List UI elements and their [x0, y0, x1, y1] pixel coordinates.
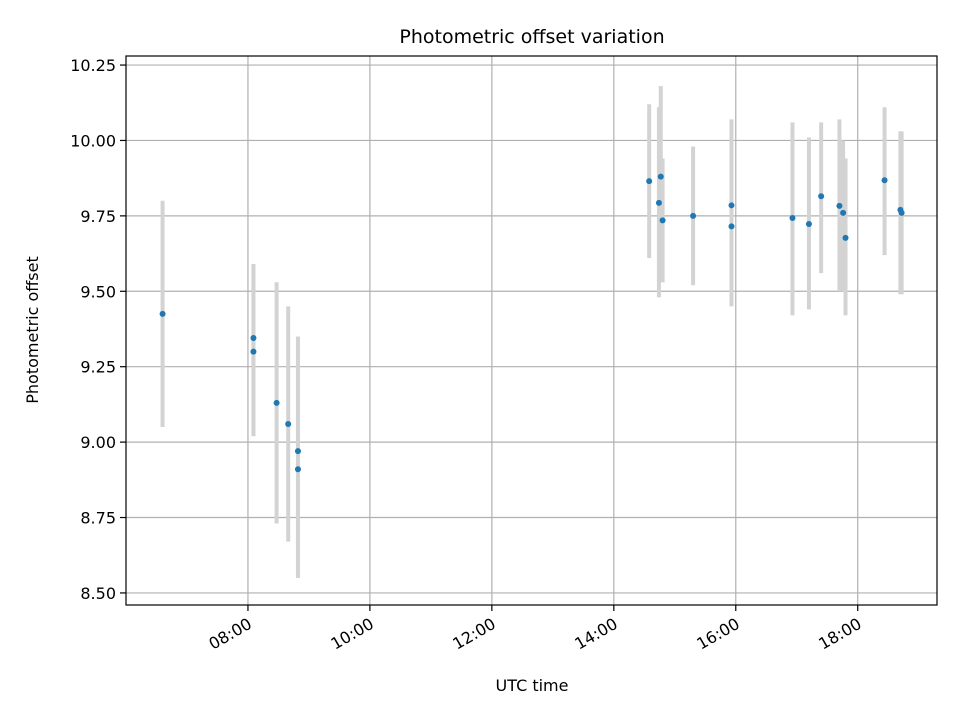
y-tick-label: 10.25 [70, 56, 116, 75]
data-point [646, 178, 653, 185]
y-tick-label: 10.00 [70, 131, 116, 150]
data-point [690, 212, 697, 219]
data-point [842, 234, 849, 241]
y-tick-label: 8.75 [80, 509, 116, 528]
chart-title: Photometric offset variation [399, 26, 664, 48]
data-point [728, 223, 735, 230]
data-point [881, 177, 888, 184]
data-points [159, 173, 905, 473]
y-axis-ticks: 8.50 8.75 9.00 9.25 9.50 9.75 10.00 10.25 [70, 56, 126, 603]
data-point [898, 209, 905, 216]
plot-frame [125, 55, 938, 606]
data-point [818, 193, 825, 200]
data-point [285, 421, 292, 428]
data-point [657, 173, 664, 180]
data-point [273, 399, 280, 406]
data-point [728, 202, 735, 209]
data-point [655, 199, 662, 206]
data-point [789, 214, 796, 221]
y-tick-label: 9.75 [80, 207, 116, 226]
y-tick-label: 9.00 [80, 433, 116, 452]
y-axis-label: Photometric offset [23, 256, 42, 404]
data-point [659, 217, 666, 224]
y-tick-label: 8.50 [80, 584, 116, 603]
grid [126, 56, 937, 605]
data-point [159, 310, 166, 317]
data-point [250, 335, 257, 342]
data-point [294, 466, 301, 473]
data-point [840, 209, 847, 216]
y-tick-label: 9.50 [80, 282, 116, 301]
data-point [294, 448, 301, 455]
data-point [250, 348, 257, 355]
x-axis-label: UTC time [496, 676, 569, 695]
y-tick-label: 9.25 [80, 358, 116, 377]
data-point [805, 221, 812, 228]
data-point [836, 202, 843, 209]
